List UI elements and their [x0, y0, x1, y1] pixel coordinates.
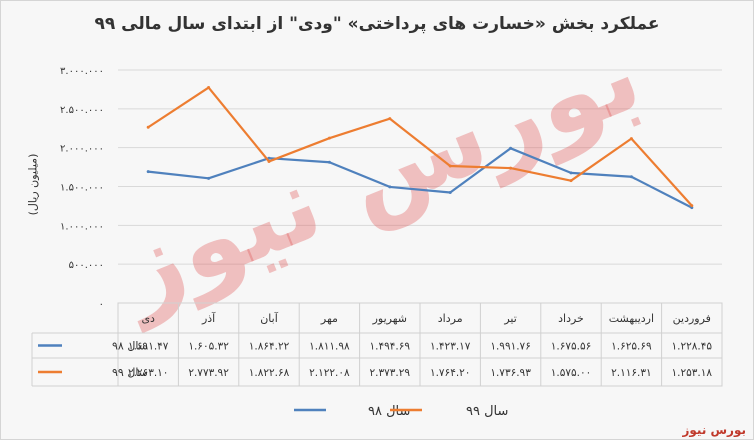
series-line: [148, 147, 693, 209]
data-label: ۱.۷۶۴.۲۰: [430, 367, 471, 379]
legend-label: سال ۹۹: [466, 404, 508, 419]
data-label: ۱.۸۶۴.۲۲: [249, 341, 290, 353]
x-tick-label: آذر: [201, 311, 216, 325]
data-label: ۱.۶۰۵.۳۲: [188, 341, 229, 353]
x-tick-label: مهر: [320, 312, 338, 325]
data-point: [388, 117, 392, 121]
data-label: ۱.۸۲۲.۶۸: [249, 367, 290, 379]
data-label: ۱.۲۵۳.۱۸: [672, 367, 713, 379]
data-point: [388, 185, 392, 189]
data-label: ۱.۵۷۵.۰۰: [551, 367, 592, 379]
data-label: ۲.۲۶۳.۱۰: [128, 367, 169, 379]
x-tick-label: شهریور: [372, 312, 407, 325]
chart-title: عملکرد بخش «خسارت های پرداختی» "ودی" از …: [94, 14, 660, 34]
series-line: [147, 86, 693, 207]
data-label: ۲.۱۲۲.۰۸: [309, 367, 350, 379]
data-point: [327, 160, 331, 164]
y-tick-label: ۵۰۰.۰۰۰: [69, 260, 104, 271]
data-label: ۱.۹۹۱.۷۶: [490, 341, 531, 353]
x-tick-label: دی: [141, 312, 155, 325]
y-tick-label: ۳.۰۰۰.۰۰۰: [60, 66, 104, 77]
data-label: ۱.۴۹۴.۶۹: [370, 341, 411, 353]
data-point: [146, 170, 150, 174]
data-label: ۲.۳۷۳.۲۹: [370, 367, 411, 379]
y-tick-label: ۲.۰۰۰.۰۰۰: [60, 144, 104, 155]
data-point: [690, 204, 694, 208]
data-label: ۱.۷۳۶.۹۳: [490, 367, 531, 379]
x-tick-label: خرداد: [558, 312, 584, 325]
data-label: ۱.۲۲۸.۴۵: [672, 341, 713, 353]
data-point: [569, 179, 573, 183]
y-tick-label: ۰: [99, 299, 104, 310]
y-tick-label: ۲.۵۰۰.۰۰۰: [60, 105, 104, 116]
table-series-name: سال ۹۸: [112, 340, 148, 353]
legend-label: سال ۹۸: [368, 404, 410, 419]
data-label: ۱.۶۹۱.۴۷: [128, 341, 169, 353]
table-series-name: سال ۹۹: [112, 366, 148, 379]
x-tick-label: فروردین: [673, 312, 711, 325]
data-point: [267, 159, 271, 163]
data-point: [327, 136, 331, 140]
y-tick-label: ۱.۰۰۰.۰۰۰: [60, 221, 104, 232]
x-tick-label: تیر: [503, 312, 516, 325]
data-point: [509, 146, 513, 150]
data-point: [207, 176, 211, 180]
data-point: [629, 175, 633, 179]
y-tick-label: ۱.۵۰۰.۰۰۰: [60, 183, 104, 194]
data-point: [509, 166, 513, 170]
data-label: ۱.۶۲۵.۶۹: [611, 341, 652, 353]
data-point: [207, 86, 211, 90]
data-label: ۱.۸۱۱.۹۸: [309, 341, 350, 353]
x-tick-label: آبان: [260, 311, 278, 325]
data-label: ۱.۴۲۳.۱۷: [430, 341, 471, 353]
data-point: [629, 137, 633, 141]
data-point: [448, 164, 452, 168]
data-point: [569, 171, 573, 175]
x-tick-label: اردیبهشت: [609, 312, 654, 325]
data-point: [448, 190, 452, 194]
data-label: ۲.۷۷۳.۹۲: [188, 367, 229, 379]
x-tick-label: مرداد: [438, 312, 463, 325]
data-point: [146, 125, 150, 129]
brand-logo: بورس نیوز: [682, 423, 746, 437]
data-label: ۲.۱۱۶.۳۱: [611, 367, 652, 379]
data-label: ۱.۶۷۵.۵۶: [551, 341, 592, 353]
